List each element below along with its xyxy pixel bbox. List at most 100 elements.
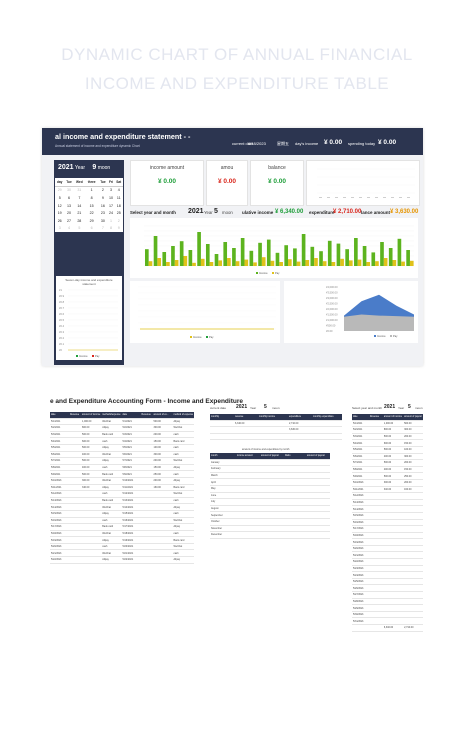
right-daily-cell[interactable] bbox=[382, 565, 404, 573]
calendar-day[interactable]: 29 bbox=[89, 218, 94, 223]
ledger-cell[interactable]: 5/16/2021 bbox=[121, 517, 141, 525]
right-daily-cell[interactable] bbox=[368, 545, 383, 553]
ledger-cell[interactable] bbox=[152, 530, 173, 538]
ledger-cell[interactable]: 5/6/2021 bbox=[121, 451, 141, 459]
ledger-cell[interactable]: 300.00 bbox=[152, 451, 173, 459]
right-daily-cell[interactable] bbox=[382, 571, 404, 579]
middle-top-cell[interactable] bbox=[234, 426, 258, 434]
ledger-cell[interactable]: 5/14/2021 bbox=[50, 503, 69, 511]
right-daily-cell[interactable]: 300.00 bbox=[403, 453, 423, 461]
calendar-day[interactable]: 4 bbox=[68, 226, 70, 231]
right-daily-cell[interactable] bbox=[368, 479, 383, 487]
middle-top-cell[interactable]: 3,630.00 bbox=[288, 426, 312, 434]
right-daily-cell[interactable] bbox=[382, 492, 404, 500]
right-daily-cell[interactable] bbox=[403, 532, 423, 540]
ledger-cell[interactable] bbox=[69, 490, 81, 498]
calendar-day[interactable]: 3 bbox=[110, 188, 113, 193]
ledger-cell[interactable]: 5/7/2021 bbox=[121, 457, 141, 465]
right-daily-cell[interactable]: 5/21/2021 bbox=[352, 551, 369, 560]
right-daily-cell[interactable] bbox=[368, 486, 383, 494]
right-daily-cell[interactable]: 400.00 bbox=[382, 466, 404, 474]
right-daily-cell[interactable]: 5/9/2021 bbox=[352, 472, 369, 480]
calendar-month[interactable]: 9 bbox=[92, 164, 97, 171]
month-summary-cell[interactable]: February bbox=[210, 465, 236, 473]
right-daily-cell[interactable]: 5/10/2021 bbox=[352, 479, 369, 487]
ledger-cell[interactable] bbox=[81, 556, 102, 564]
right-daily-cell[interactable] bbox=[368, 459, 383, 467]
middle-top-cell[interactable] bbox=[258, 420, 288, 428]
ledger-cell[interactable] bbox=[152, 523, 173, 531]
ledger-cell[interactable] bbox=[152, 503, 173, 511]
right-daily-cell[interactable] bbox=[403, 538, 423, 546]
right-daily-cell[interactable]: 5/23/2021 bbox=[352, 565, 369, 573]
calendar-day[interactable]: 21 bbox=[77, 211, 82, 216]
right-daily-cell[interactable]: 800.00 bbox=[382, 426, 404, 434]
ledger-cell[interactable]: cash bbox=[101, 543, 122, 551]
ledger-cell[interactable]: 5/6/2021 bbox=[50, 451, 69, 459]
month-summary-cell[interactable] bbox=[260, 518, 284, 526]
ledger-cell[interactable] bbox=[152, 510, 173, 518]
right-daily-cell[interactable] bbox=[382, 512, 404, 520]
ledger-cell[interactable]: cash bbox=[172, 470, 195, 478]
month-summary-cell[interactable] bbox=[260, 511, 284, 519]
right-daily-cell[interactable] bbox=[368, 472, 383, 480]
ledger-cell[interactable]: 5/12/2021 bbox=[121, 490, 141, 498]
ledger-cell[interactable]: Bank card bbox=[101, 497, 122, 505]
ledger-cell[interactable]: WeChat bbox=[172, 424, 195, 432]
right-daily-cell[interactable] bbox=[368, 499, 383, 507]
ledger-cell[interactable]: 500.00 bbox=[81, 444, 102, 452]
ledger-cell[interactable]: 5/2/2021 bbox=[50, 424, 69, 432]
middle-top-cell[interactable]: 6,340.00 bbox=[234, 420, 258, 428]
right-daily-cell[interactable] bbox=[368, 420, 383, 428]
ledger-cell[interactable]: Bank card bbox=[101, 470, 122, 478]
right-daily-cell[interactable]: 5/18/2021 bbox=[352, 532, 369, 540]
right-daily-cell[interactable]: 250.00 bbox=[403, 472, 423, 480]
ledger-cell[interactable] bbox=[81, 517, 102, 525]
ledger-cell[interactable]: 200.00 bbox=[152, 477, 173, 485]
right-daily-cell[interactable]: 200.00 bbox=[403, 479, 423, 487]
right-daily-cell[interactable] bbox=[403, 525, 423, 533]
right-daily-cell[interactable]: 5/3/2021 bbox=[352, 433, 369, 441]
ledger-cell[interactable]: 5/3/2021 bbox=[50, 431, 69, 439]
ledger-cell[interactable] bbox=[69, 523, 81, 531]
ledger-cell[interactable] bbox=[152, 497, 173, 505]
month-summary-cell[interactable]: June bbox=[210, 492, 236, 500]
month-summary-cell[interactable] bbox=[260, 472, 284, 480]
right-daily-cell[interactable] bbox=[403, 611, 423, 619]
ledger-cell[interactable]: Alipay bbox=[101, 457, 122, 465]
right-daily-cell[interactable]: 5/25/2021 bbox=[352, 578, 369, 586]
calendar-day[interactable]: 20 bbox=[67, 211, 71, 216]
ledger-cell[interactable]: WeChat bbox=[101, 530, 122, 538]
ledger-cell[interactable] bbox=[69, 444, 81, 452]
ledger-cell[interactable]: 600.00 bbox=[81, 437, 102, 445]
ledger-cell[interactable] bbox=[140, 497, 153, 505]
month-summary-cell[interactable] bbox=[306, 505, 330, 513]
ledger-cell[interactable]: WeChat bbox=[101, 503, 122, 511]
ledger-cell[interactable]: WeChat bbox=[101, 418, 122, 426]
month-summary-cell[interactable] bbox=[284, 465, 306, 473]
ledger-cell[interactable]: cash bbox=[172, 451, 195, 459]
ledger-cell[interactable]: cash bbox=[172, 510, 195, 518]
calendar-day[interactable]: 22 bbox=[89, 211, 94, 216]
month-summary-cell[interactable] bbox=[284, 505, 306, 513]
month-summary-cell[interactable] bbox=[236, 511, 260, 519]
calendar-day[interactable]: 6 bbox=[90, 226, 93, 231]
ledger-cell[interactable]: 150.00 bbox=[152, 464, 173, 472]
calendar-day[interactable]: 26 bbox=[57, 218, 62, 223]
ledger-cell[interactable]: 150.00 bbox=[152, 437, 173, 445]
calendar-day[interactable]: 10 bbox=[109, 195, 114, 200]
ledger-cell[interactable]: 5/15/2021 bbox=[50, 510, 69, 518]
calendar-day[interactable]: 4 bbox=[117, 188, 120, 193]
right-daily-cell[interactable] bbox=[368, 617, 383, 625]
ledger-cell[interactable]: 5/13/2021 bbox=[50, 497, 69, 505]
month-summary-cell[interactable] bbox=[306, 525, 330, 533]
ledger-cell[interactable] bbox=[69, 510, 81, 518]
ledger-cell[interactable]: 200.00 bbox=[152, 457, 173, 465]
right-daily-cell[interactable]: 5/17/2021 bbox=[352, 525, 369, 533]
ledger-cell[interactable]: 500.00 bbox=[152, 418, 173, 426]
ledger-cell[interactable] bbox=[140, 517, 153, 525]
ledger-cell[interactable]: 5/5/2021 bbox=[121, 444, 141, 452]
calendar-day[interactable]: 2 bbox=[101, 188, 104, 193]
ledger-cell[interactable]: 5/4/2021 bbox=[50, 437, 69, 445]
ledger-cell[interactable]: 5/15/2021 bbox=[121, 510, 141, 518]
